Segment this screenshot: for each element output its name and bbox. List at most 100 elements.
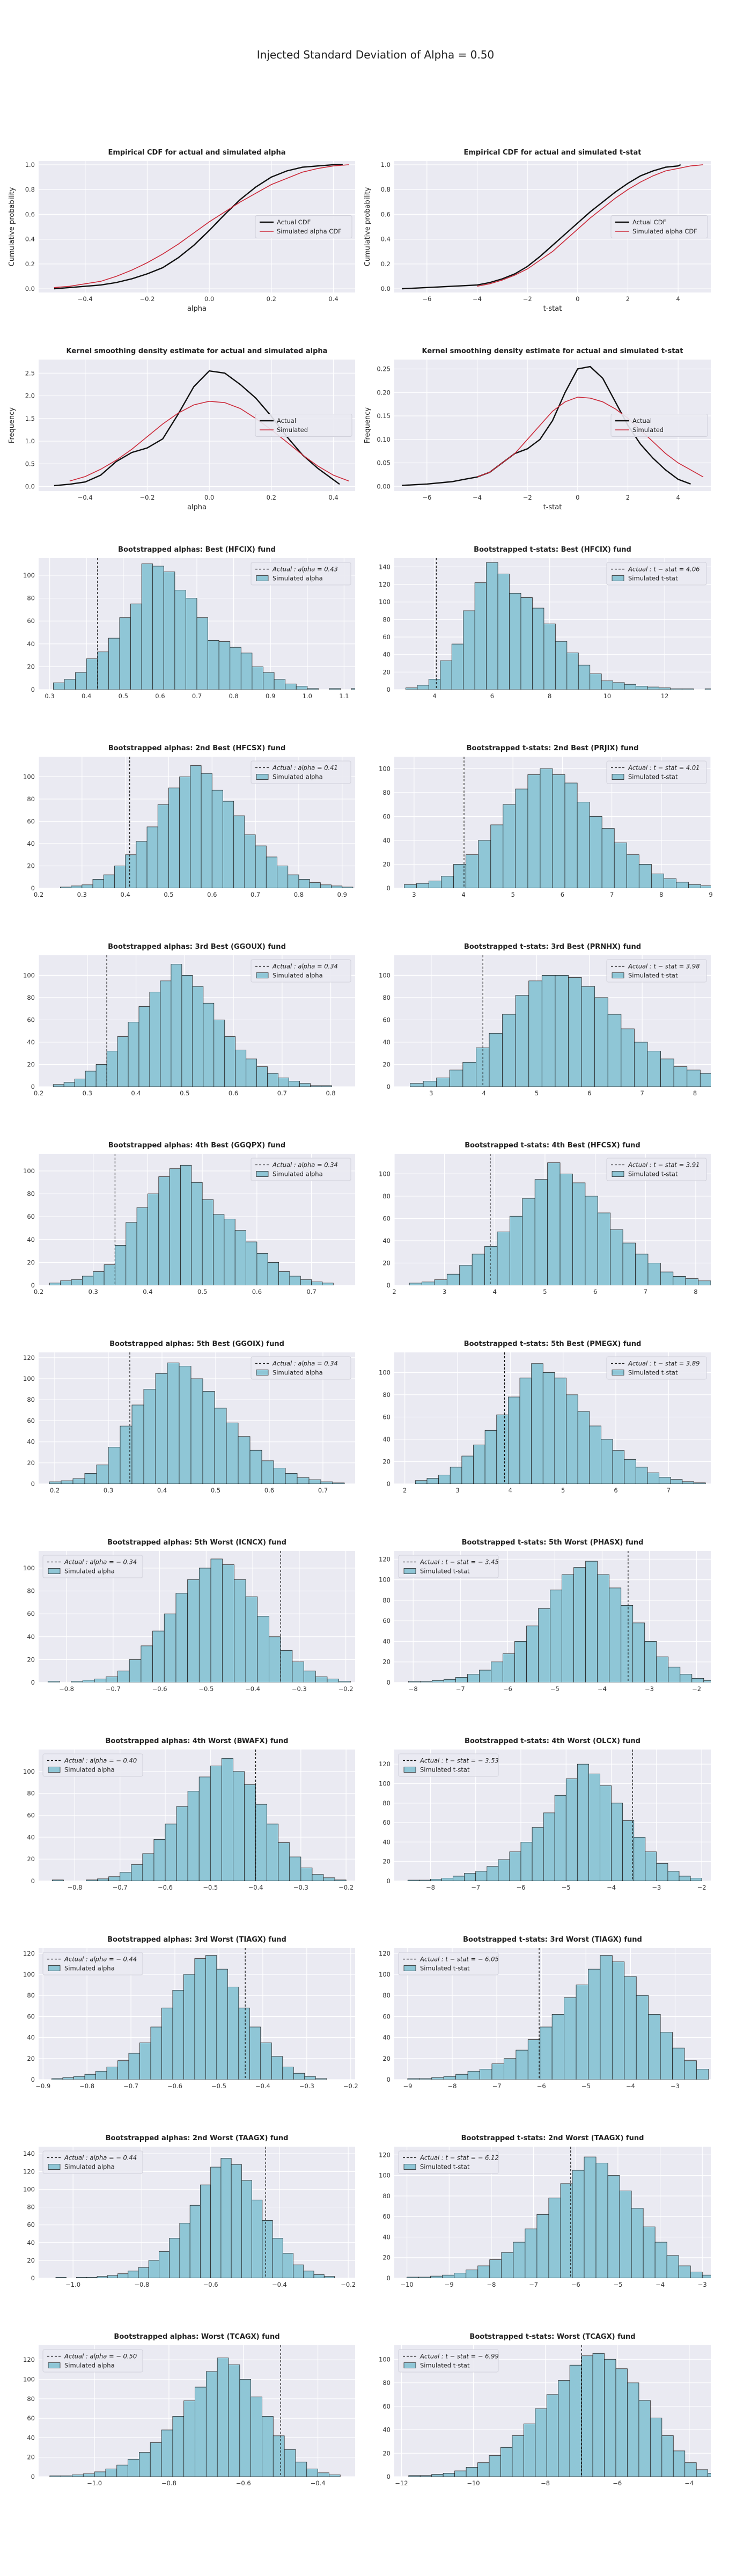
x-tick-label: 3 <box>412 891 416 898</box>
histogram-bar <box>277 866 289 888</box>
y-tick-label: 120 <box>23 1950 35 1957</box>
y-tick-label: 120 <box>379 581 391 588</box>
chart-16: −0.8 −0.7 −0.6 −0.5 −0.4 −0.3 −0.2 0 20 40 60 80 100… <box>23 1737 355 1891</box>
histogram-bar <box>211 789 223 888</box>
chart-title: Bootstrapped alphas: Worst (TCAGX) fund <box>114 2333 279 2341</box>
histogram-bar <box>208 640 219 690</box>
histogram-bar <box>323 2276 335 2278</box>
histogram-bar <box>522 1198 535 1285</box>
histogram-bar <box>161 2429 173 2477</box>
histogram-bar <box>547 1162 561 1285</box>
x-tick-label: 0.3 <box>104 1487 113 1494</box>
chart-0: −0.4 −0.2 0.0 0.2 0.4 0.0 0.2 0.4 0.6 0.8 1.0 Empir… <box>8 149 355 313</box>
y-tick-label: 20 <box>382 860 391 868</box>
y-tick-label: 1.0 <box>381 161 391 169</box>
histogram-bar <box>139 2042 151 2080</box>
legend-swatch <box>612 972 624 978</box>
histogram-bar <box>588 1773 600 1881</box>
histogram-bar <box>688 884 701 888</box>
y-tick-label: 100 <box>23 971 35 979</box>
y-tick-label: 60 <box>27 2012 35 2020</box>
x-tick-label: 6 <box>587 1089 591 1097</box>
x-tick-label: −7 <box>456 1685 465 1693</box>
histogram-bar <box>95 2070 107 2080</box>
x-tick-label: −4 <box>656 2281 665 2288</box>
histogram-bar <box>51 2078 63 2080</box>
x-tick-label: 0.8 <box>229 692 238 700</box>
chart-22: −1.0 −0.8 −0.6 −0.4 0 20 40 60 80 100 120 Bootstrap… <box>23 2333 355 2487</box>
histogram-bar <box>47 1681 60 1682</box>
histogram-bar <box>282 2067 294 2080</box>
histogram-bar <box>297 1477 310 1484</box>
histogram-bar <box>95 1064 107 1087</box>
histogram-bar <box>55 2277 67 2278</box>
y-tick-label: 60 <box>27 2221 35 2229</box>
histogram-bar <box>169 1168 181 1285</box>
histogram-bar <box>192 986 204 1087</box>
histogram-bar <box>84 1473 97 1484</box>
histogram-bar <box>531 1363 543 1484</box>
x-tick-label: −3 <box>698 2281 707 2288</box>
histogram-bar <box>251 2396 262 2477</box>
x-tick-label: −0.2 <box>139 295 154 303</box>
x-tick-label: 0.7 <box>306 1288 316 1296</box>
x-tick-label: −0.6 <box>158 1884 173 1891</box>
x-tick-label: 4 <box>461 891 465 898</box>
histogram-bar <box>690 2272 703 2278</box>
y-tick-label: 0 <box>31 2274 35 2282</box>
y-tick-label: 60 <box>27 1213 35 1220</box>
histogram-bar <box>661 2435 674 2477</box>
histogram-bar <box>128 2271 139 2278</box>
y-tick-label: 40 <box>27 2239 35 2246</box>
y-tick-label: 0.15 <box>377 412 391 420</box>
histogram-bar <box>332 1482 345 1484</box>
x-tick-label: 0.9 <box>266 692 275 700</box>
legend: Actual : t − stat = − 6.99 Simulated t-st… <box>398 2349 499 2373</box>
histogram-bar <box>327 1679 340 1682</box>
histogram-bar <box>523 2424 536 2477</box>
histogram-bar <box>660 2032 673 2080</box>
legend-label: Simulated t-stat <box>628 972 678 979</box>
chart-4: 0.3 0.4 0.5 0.6 0.7 0.8 0.9 1.0 1.1 0 20 40 60 80 100 B… <box>23 546 355 700</box>
histogram-bar <box>300 1868 313 1881</box>
histogram-bar <box>84 2074 96 2080</box>
histogram-bar <box>622 1820 635 1881</box>
histogram-bar <box>491 2063 504 2080</box>
histogram-bar <box>509 1216 523 1285</box>
histogram-bar <box>304 1671 316 1682</box>
histogram-bar <box>666 2255 679 2278</box>
histogram-bar <box>455 2074 468 2080</box>
legend-label: Actual : t − stat = − 6.05 <box>419 1956 499 1963</box>
y-tick-label: 20 <box>382 2055 391 2062</box>
histogram-bar <box>285 1473 298 1484</box>
histogram-bar <box>474 582 487 690</box>
histogram-bar <box>436 1077 450 1087</box>
histogram-bar <box>475 1871 488 1881</box>
histogram-bar <box>308 1479 321 1484</box>
x-tick-label: −6 <box>613 2479 622 2487</box>
x-tick-label: 4 <box>482 1089 486 1097</box>
chart-10: 0.2 0.3 0.4 0.5 0.6 0.7 0 20 40 60 80 100 Bootstrapp… <box>23 1141 355 1296</box>
x-tick-label: 4 <box>676 494 680 501</box>
legend-label: Simulated t-stat <box>628 575 678 582</box>
y-tick-label: 80 <box>382 1992 391 1999</box>
legend-label: Simulated alpha <box>64 1568 115 1575</box>
x-tick-label: 0.7 <box>251 891 260 898</box>
y-tick-label: 0 <box>387 686 391 693</box>
series-line <box>477 164 704 287</box>
histogram-bar <box>430 1878 442 1881</box>
y-tick-label: 0 <box>31 1480 35 1488</box>
histogram-bar <box>519 1378 532 1484</box>
histogram-bar <box>126 1222 137 1285</box>
legend-swatch <box>48 2362 61 2368</box>
histogram-bar <box>650 2418 662 2477</box>
x-tick-label: −4 <box>598 1685 607 1693</box>
legend: Actual : alpha = − 0.50 Simulated alpha <box>42 2349 143 2373</box>
histogram-bar <box>589 1425 601 1484</box>
histogram-bar <box>554 1378 566 1484</box>
x-tick-label: 0.4 <box>131 1089 141 1097</box>
x-tick-label: −2 <box>523 295 532 303</box>
histogram-bar <box>698 1280 711 1285</box>
